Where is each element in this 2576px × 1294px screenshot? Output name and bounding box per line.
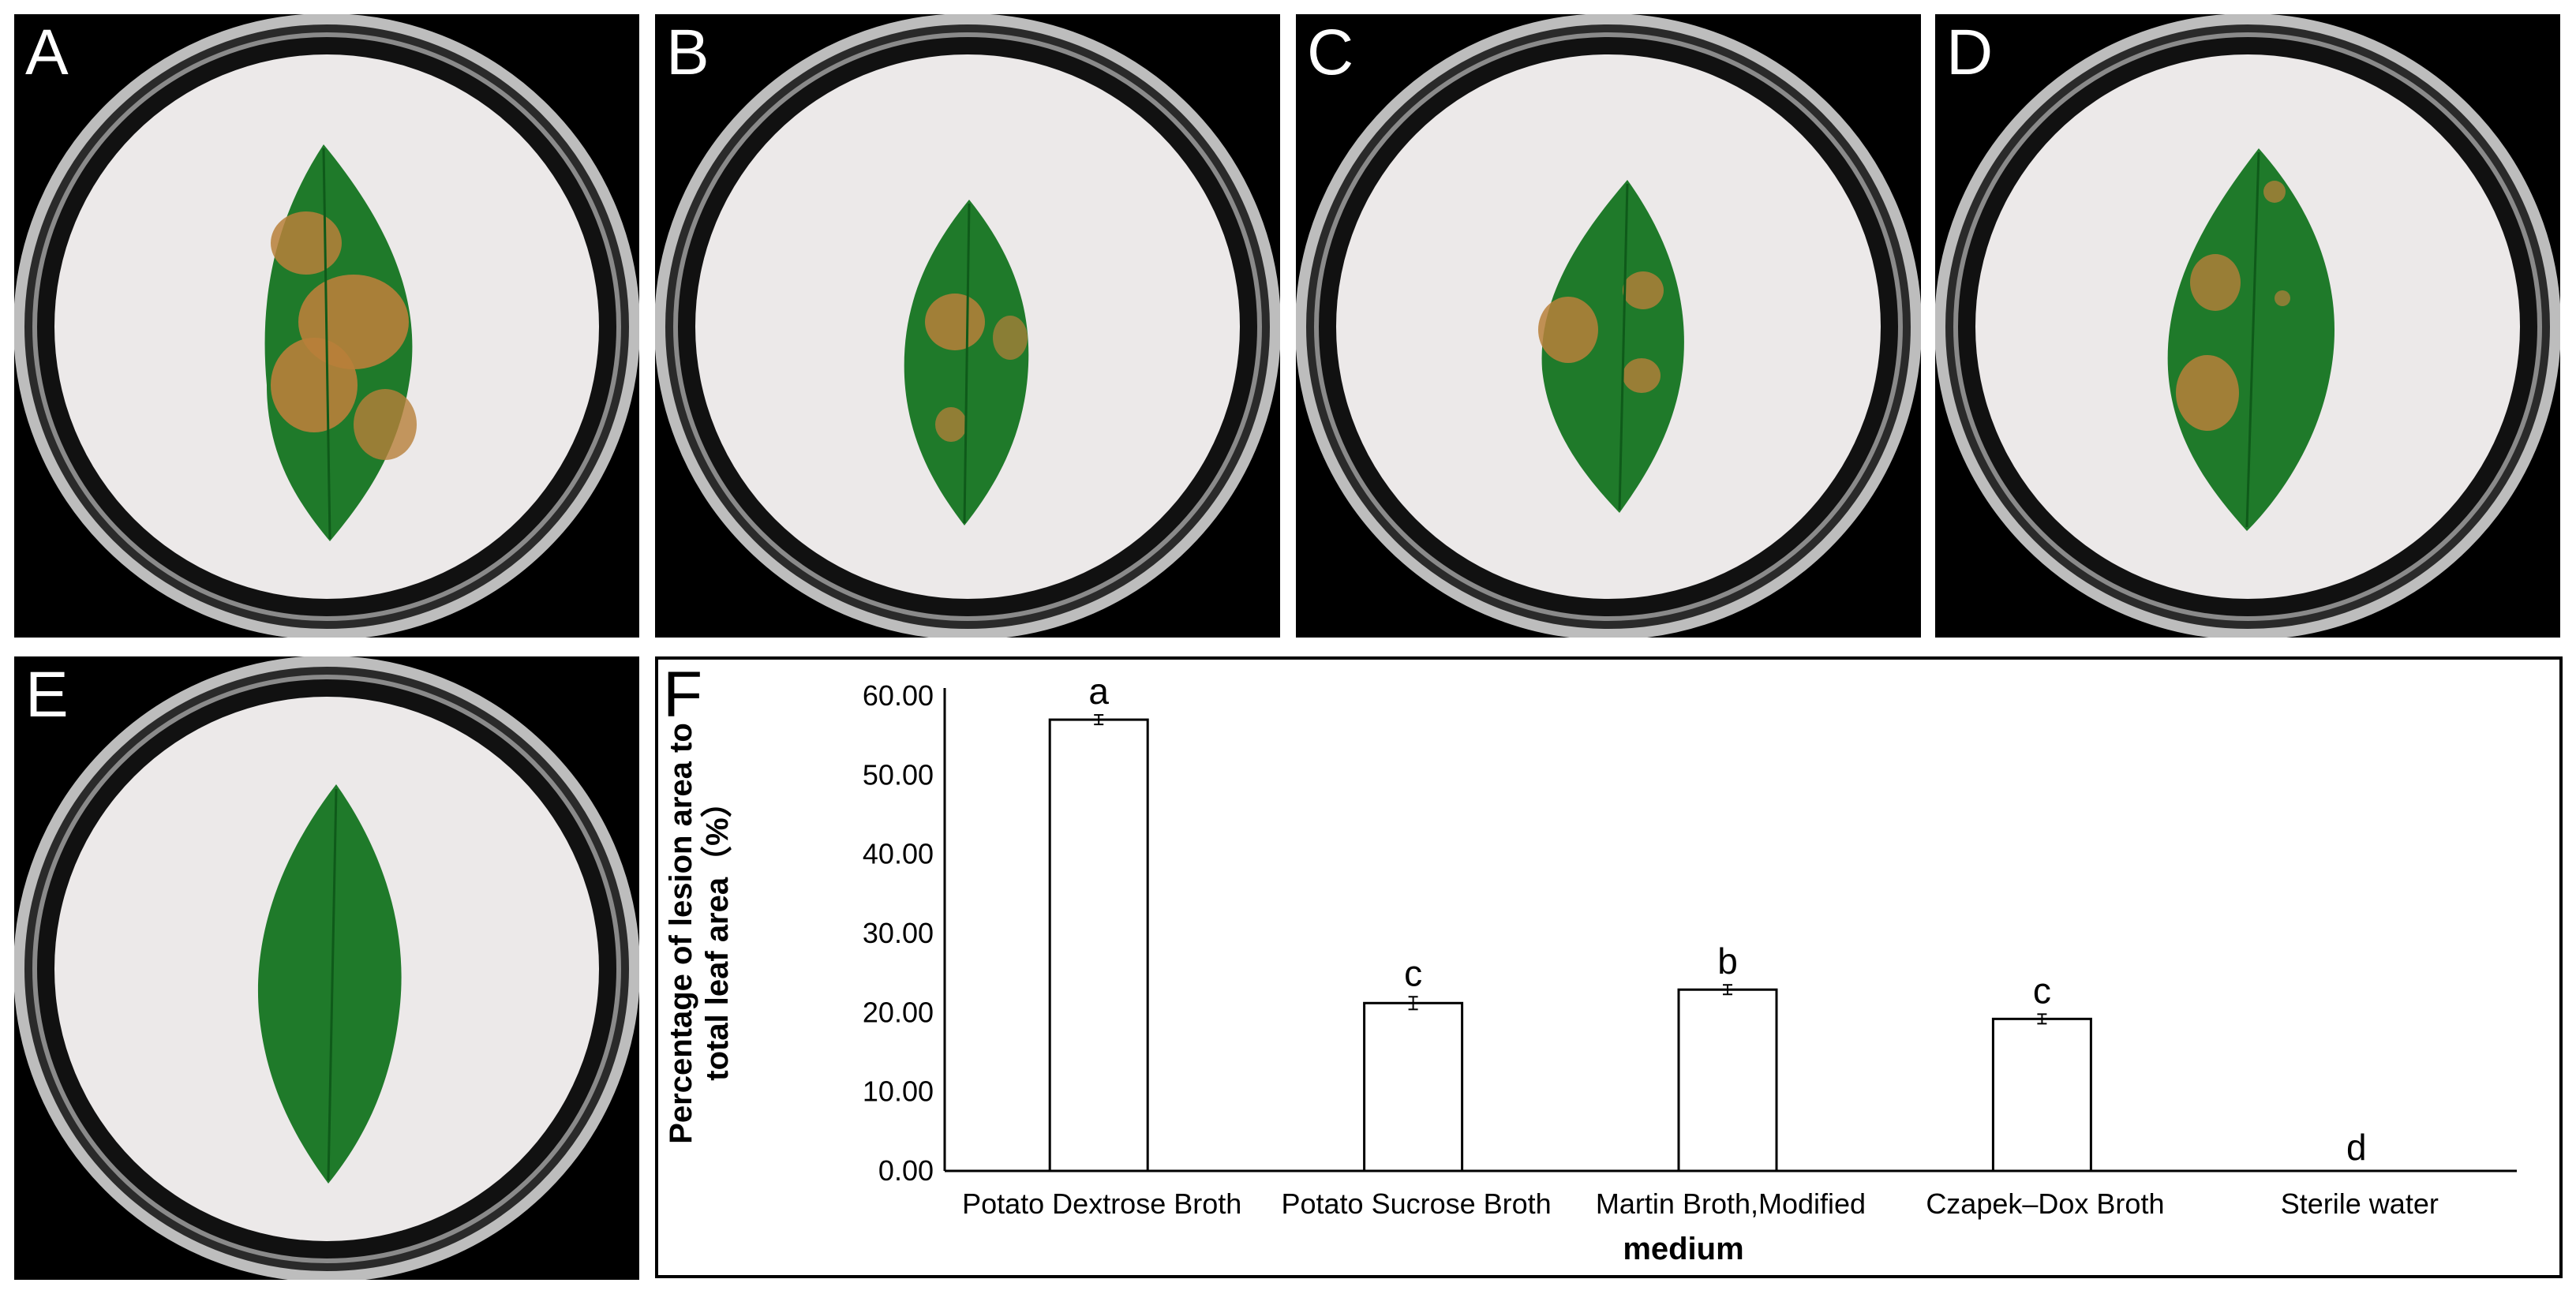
x-tick-label: Czapek–Dox Broth [1926,1187,2164,1220]
petri-dish-photo [14,14,639,638]
x-axis-labels: Potato Dextrose Broth Potato Sucrose Brot… [962,1187,2439,1220]
panel-label: F [663,659,703,731]
bar [1048,718,1149,1172]
y-axis-title: Percentage of lesion area to total leaf a… [664,723,735,1144]
chart-panel-f: F Percentage of lesion area to total leaf… [655,656,2563,1278]
panel-label: D [1946,17,1994,88]
bars: a c b c d [1048,671,2367,1172]
panel-label: E [25,659,69,731]
y-tick-label: 60.00 [863,679,934,712]
x-tick-label: Potato Sucrose Broth [1281,1187,1551,1220]
x-tick-label: Martin Broth,Modified [1596,1187,1866,1220]
x-tick-label: Sterile water [2281,1187,2439,1220]
y-tick-label: 0.00 [878,1154,934,1187]
petri-dish-photo [1935,14,2560,638]
photo-panel-b: B [655,14,1280,638]
significance-letter: b [1717,941,1738,982]
photo-panel-a: A [14,14,639,638]
y-tick-label: 20.00 [863,996,934,1028]
bar [1363,1001,1464,1172]
y-tick-label: 50.00 [863,758,934,791]
petri-dish-photo [1296,14,1921,638]
x-tick-label: Potato Dextrose Broth [962,1187,1241,1220]
panel-label: A [25,17,69,88]
bar [1677,988,1778,1172]
significance-letter: a [1088,671,1109,712]
y-axis-title-line: Percentage of lesion area to [664,723,698,1144]
significance-letter: c [2033,970,2051,1011]
petri-dish-photo [14,656,639,1280]
x-axis-title: medium [1623,1232,1743,1266]
significance-letter: d [2346,1127,2367,1168]
y-tick-label: 30.00 [863,917,934,949]
bar-chart: Percentage of lesion area to total leaf a… [664,671,2517,1266]
photo-panel-d: D [1935,14,2560,638]
y-tick-label: 40.00 [863,838,934,870]
bar [1991,1017,2092,1172]
photo-panel-e: E [14,656,639,1280]
significance-letter: c [1404,952,1422,993]
y-axis-title-line: total leaf area（%） [700,786,735,1080]
photo-panel-c: C [1296,14,1921,638]
panel-label: B [666,17,710,88]
y-axis-ticks: 0.00 10.00 20.00 30.00 40.00 50.00 60.00 [863,679,934,1187]
petri-dish-photo [655,14,1280,638]
leaf [257,784,402,1184]
leaf [1541,180,1684,513]
y-tick-label: 10.00 [863,1075,934,1108]
panel-label: C [1307,17,1354,88]
leaf [2167,148,2334,531]
